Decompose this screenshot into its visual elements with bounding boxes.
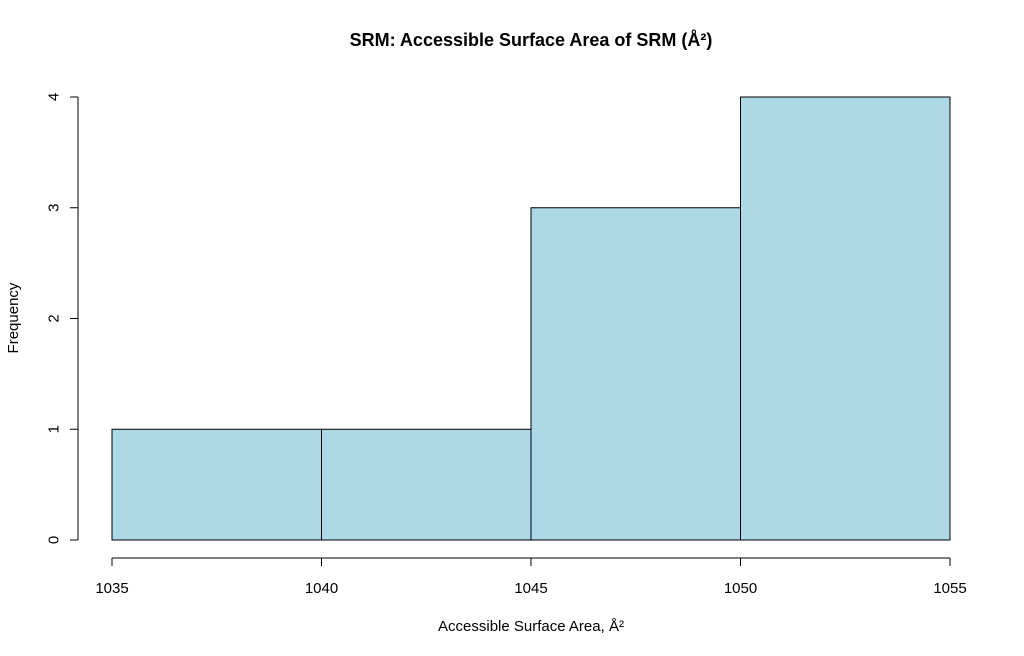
chart-title: SRM: Accessible Surface Area of SRM (Å²) bbox=[350, 30, 713, 50]
y-tick-label-1: 1 bbox=[46, 425, 63, 433]
y-tick-label-4: 4 bbox=[46, 93, 63, 101]
y-tick-label-3: 3 bbox=[46, 204, 63, 212]
y-tick-label-2: 2 bbox=[46, 314, 63, 322]
bars-layer bbox=[111, 96, 951, 541]
x-tick-label-1045: 1045 bbox=[514, 580, 547, 597]
x-tick-label-1055: 1055 bbox=[933, 580, 966, 597]
x-tick-label-1035: 1035 bbox=[95, 580, 128, 597]
x-tick-label-1040: 1040 bbox=[305, 580, 338, 597]
y-axis: 0 1 2 3 4 bbox=[46, 93, 79, 544]
x-tick-label-1050: 1050 bbox=[724, 580, 757, 597]
y-tick-label-0: 0 bbox=[46, 536, 63, 544]
histogram-bar-1040-1045 bbox=[321, 428, 532, 541]
y-axis-label: Frequency bbox=[5, 282, 22, 353]
histogram-bar-1050-1055 bbox=[740, 96, 951, 541]
x-axis: 1035 1040 1045 1050 1055 bbox=[95, 557, 967, 597]
histogram-bar-1045-1050 bbox=[530, 207, 741, 541]
histogram-bar-1035-1040 bbox=[111, 428, 322, 541]
x-axis-label: Accessible Surface Area, Å² bbox=[438, 618, 624, 635]
